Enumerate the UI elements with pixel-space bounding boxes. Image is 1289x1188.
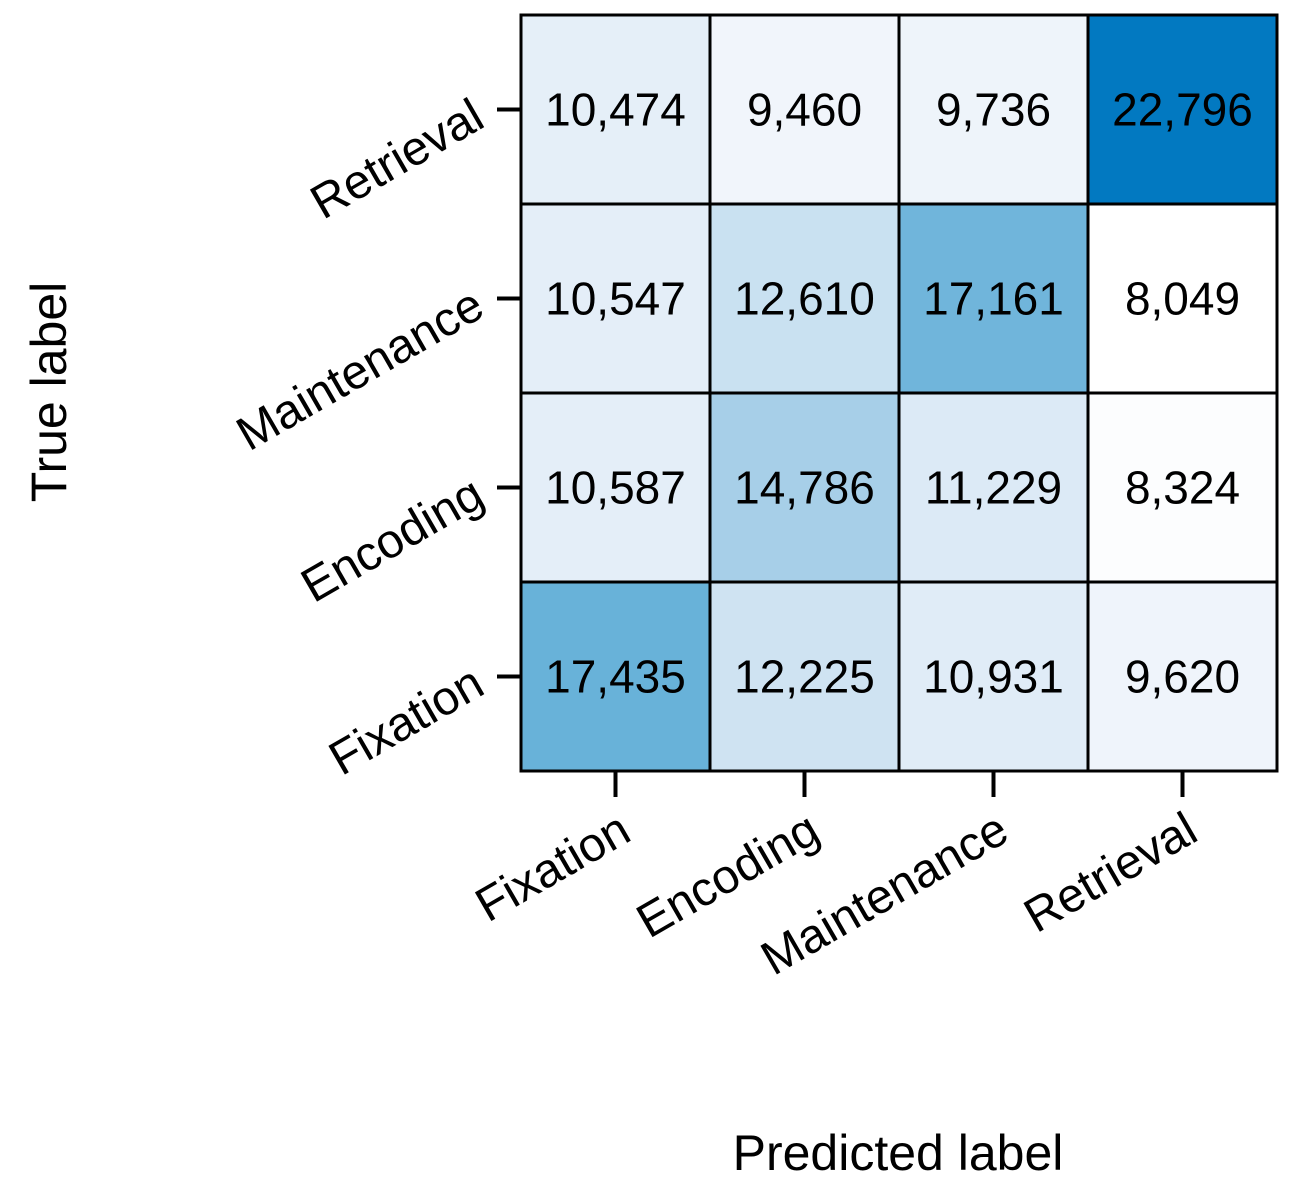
cell-value-label: 22,796: [1112, 84, 1253, 136]
cell-value-label: 10,931: [923, 651, 1064, 703]
cell-value-label: 8,049: [1125, 273, 1240, 325]
cell-value-label: 14,786: [734, 462, 875, 514]
y-tick-label: Encoding: [293, 467, 493, 613]
cell-value-label: 17,435: [545, 651, 686, 703]
cell-value-label: 9,736: [936, 84, 1051, 136]
x-tick-label: Retrieval: [1015, 803, 1206, 944]
x-axis-title: Predicted label: [733, 1125, 1064, 1181]
cell-value-label: 12,610: [734, 273, 875, 325]
y-tick-label: Fixation: [320, 656, 492, 786]
cell-value-label: 10,474: [545, 84, 686, 136]
y-axis-title: True label: [21, 282, 77, 502]
cell-value-label: 11,229: [925, 462, 1062, 514]
heatmap-cell: [708, 391, 901, 584]
cell-value-label: 9,460: [747, 84, 862, 136]
y-tick-label: Retrieval: [302, 89, 493, 230]
heatmap-cell: [1086, 391, 1279, 584]
cell-value-label: 10,547: [545, 273, 686, 325]
cell-value-label: 8,324: [1125, 462, 1240, 514]
heatmap-cell: [708, 202, 901, 395]
cell-value-label: 17,161: [923, 273, 1064, 325]
heatmap-cell: [708, 13, 901, 206]
plot-frame: [519, 13, 1279, 773]
cell-value-label: 9,620: [1125, 651, 1240, 703]
heatmap-cell: [1086, 202, 1279, 395]
cell-value-label: 10,587: [545, 462, 686, 514]
heatmap-cells: [519, 13, 1279, 773]
heatmap-cell: [1086, 13, 1279, 206]
heatmap-cell: [519, 13, 712, 206]
heatmap-cell: [1086, 580, 1279, 773]
heatmap-cell: [708, 580, 901, 773]
cell-value-label: 12,225: [734, 651, 875, 703]
y-tick-label: Maintenance: [228, 278, 493, 461]
x-tick-label: Fixation: [467, 803, 639, 933]
heatmap-value-labels: 10,474 9,460 9,736 22,796 10,547 12,610 17,161…: [545, 84, 1253, 703]
